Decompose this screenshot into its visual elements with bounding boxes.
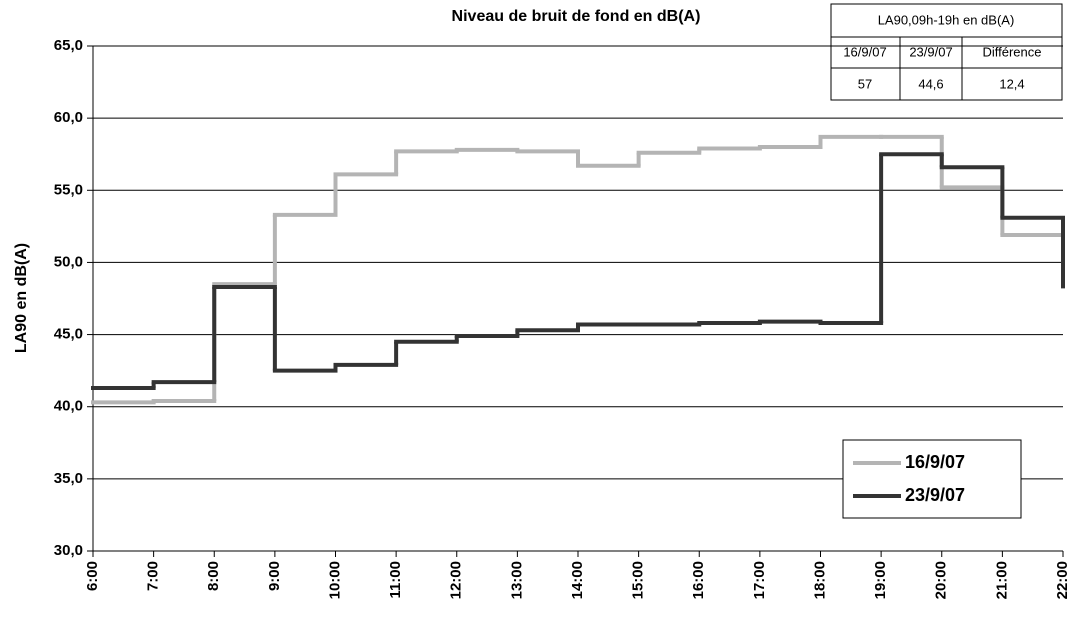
x-tick-label: 17:00 (751, 561, 768, 599)
table-header: Différence (982, 44, 1041, 59)
y-tick-label: 60,0 (54, 109, 83, 126)
table-cell: 44,6 (918, 76, 943, 91)
x-tick-label: 22:00 (1054, 561, 1071, 599)
x-tick-label: 18:00 (811, 561, 828, 599)
table-cell: 12,4 (999, 76, 1024, 91)
legend-box (842, 439, 1022, 519)
x-tick-label: 7:00 (145, 561, 162, 591)
x-tick-label: 19:00 (872, 561, 889, 599)
y-tick-label: 45,0 (54, 326, 83, 343)
y-tick-label: 40,0 (54, 398, 83, 415)
x-tick-label: 12:00 (448, 561, 465, 599)
stats-table: LA90,09h-19h en dB(A) 16/9/07 23/9/07 Di… (830, 3, 1063, 101)
y-tick-label: 35,0 (54, 470, 83, 487)
series-line (91, 152, 1065, 390)
y-tick-label: 55,0 (54, 181, 83, 198)
x-tick-label: 21:00 (993, 561, 1010, 599)
table-header: 23/9/07 (909, 44, 952, 59)
y-tick-label: 30,0 (54, 542, 83, 559)
table-header: 16/9/07 (843, 44, 886, 59)
series-line (91, 134, 1065, 405)
table-border (830, 3, 1063, 101)
x-tick-label: 11:00 (387, 561, 404, 599)
legend-label: 23/9/07 (905, 485, 965, 505)
x-tick-label: 6:00 (84, 561, 101, 591)
y-tick-label: 50,0 (54, 253, 83, 270)
table-title: LA90,09h-19h en dB(A) (878, 12, 1015, 27)
x-tick-label: 8:00 (205, 561, 222, 591)
legend: 16/9/07 23/9/07 (842, 439, 1022, 519)
x-tick-label: 13:00 (508, 561, 525, 599)
chart-title: Niveau de bruit de fond en dB(A) (452, 8, 701, 25)
table-cell: 57 (858, 76, 872, 91)
legend-label: 16/9/07 (905, 452, 965, 472)
x-tick-label: 10:00 (326, 561, 343, 599)
x-tick-label: 15:00 (630, 561, 647, 599)
x-tick-label: 14:00 (569, 561, 586, 599)
x-tick-label: 9:00 (266, 561, 283, 591)
y-axis-label: LA90 en dB(A) (13, 243, 30, 353)
x-tick-label: 20:00 (933, 561, 950, 599)
y-tick-label: 65,0 (54, 37, 83, 54)
x-tick-label: 16:00 (690, 561, 707, 599)
